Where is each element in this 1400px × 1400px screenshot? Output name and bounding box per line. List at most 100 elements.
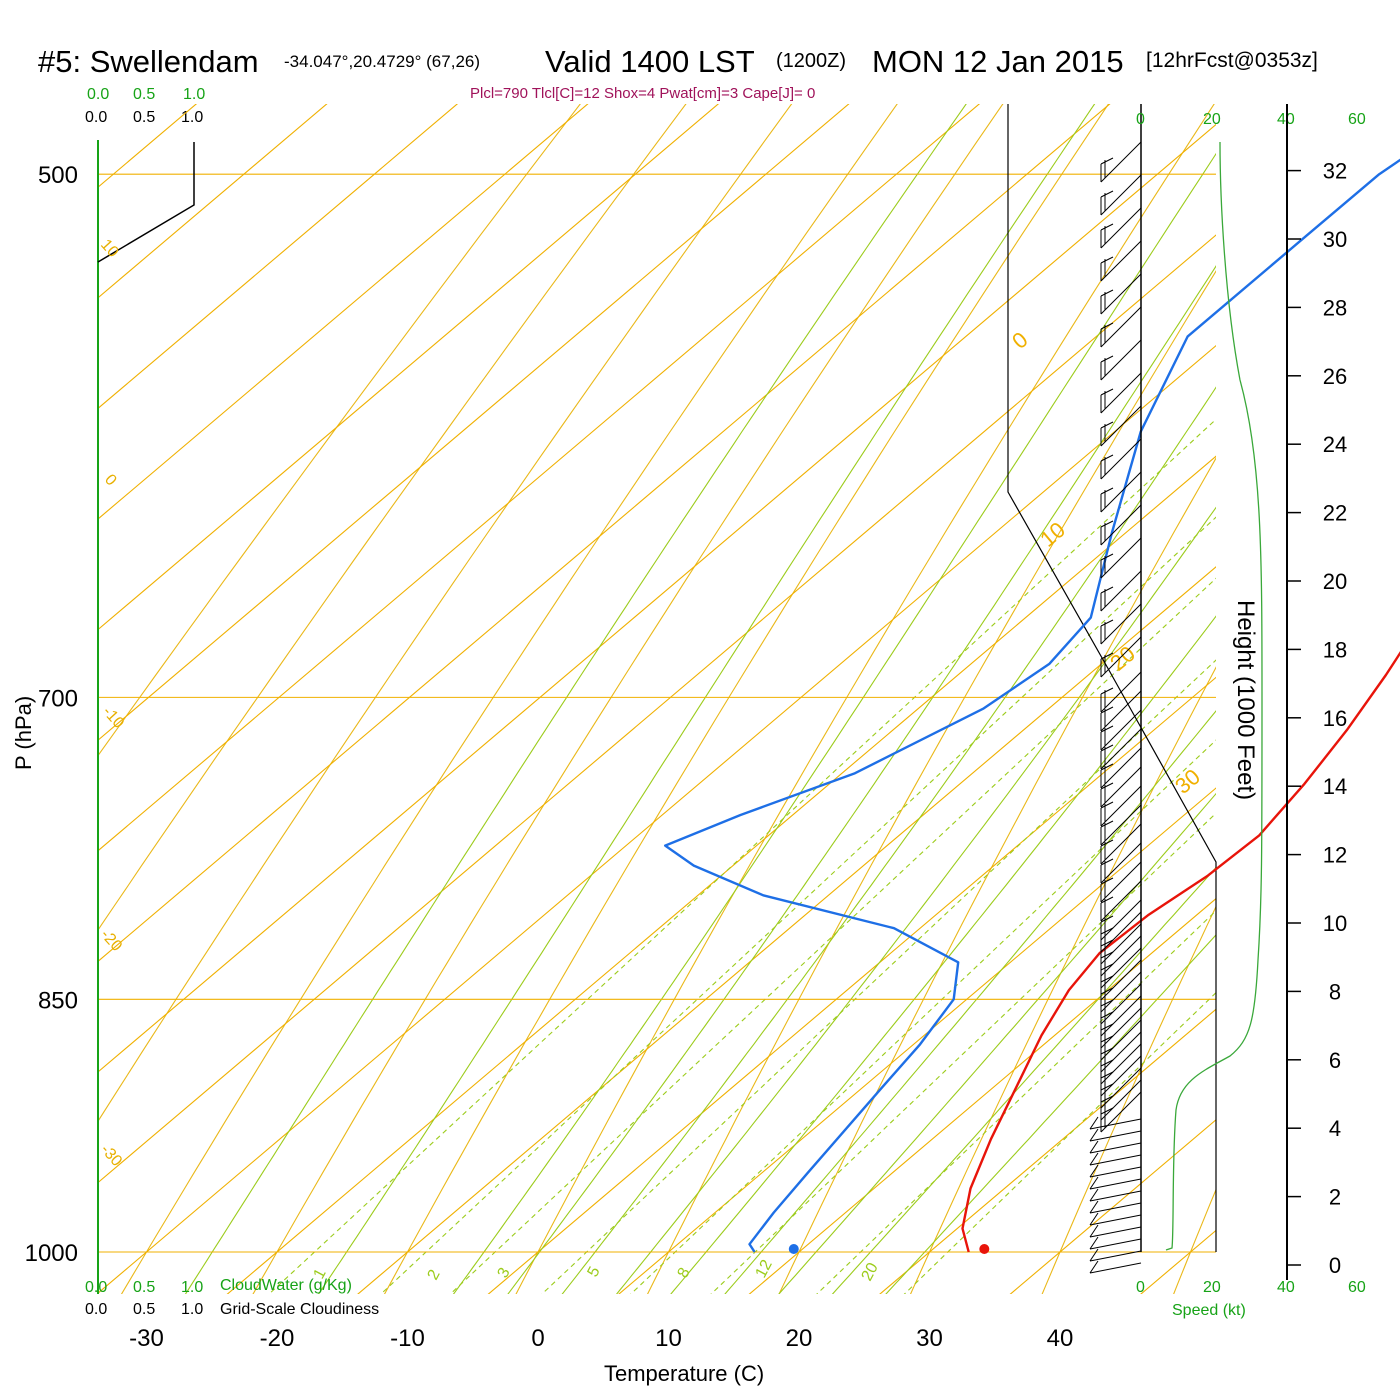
moist-adiabat-20 [724,710,1216,1294]
wind-barb [1100,603,1142,645]
mixing-ratio-30 [903,991,1216,1294]
speed-bottom-60: 60 [1348,1279,1366,1296]
speed-top-20: 20 [1203,111,1221,128]
moist-adiabat-32 [885,934,1216,1294]
wind-barb-flag [1100,1035,1114,1043]
isotherm--30 [98,344,1216,1294]
wind-barb-shaft [1100,995,1142,1037]
wind-barb [1100,372,1142,414]
wind-barb-flag [1089,1152,1099,1166]
wind-barb [1100,709,1142,751]
wind-barb-shaft [1100,728,1142,770]
mixing-ratio-1 [268,418,1216,1294]
dry-adiabat-label--30: -30 [97,1141,125,1170]
moist-adiabat-24 [778,792,1216,1294]
wind-barb [1089,1212,1142,1226]
wind-barb [1100,1007,1142,1049]
wind-barb-flag [1100,1059,1114,1067]
wind-barb-shaft [1100,911,1142,953]
wind-barb-flag [1100,782,1114,790]
top-green-2: 1.0 [183,86,205,103]
wind-barb-flag [1089,1212,1099,1226]
wind-barb-flag [1100,820,1114,828]
top-cloud-scales: 0.0 0.5 1.0 0.0 0.5 1.0 [85,86,205,126]
wind-barb [1100,785,1142,827]
isotherm--20 [226,455,1216,1294]
mixing-ratio-label-8: 8 [675,1265,694,1281]
wind-barb-flag [1100,725,1114,733]
wind-barb-flag [1089,1116,1099,1130]
isotherm-60 [1180,0,1400,1372]
wind-barb-shaft [1089,1118,1142,1130]
height-tick-6: 6 [1329,1048,1341,1073]
wind-barb-shaft [1100,405,1142,447]
isotherm-50 [1140,1229,1216,1294]
speed-top-40: 40 [1277,111,1295,128]
wind-barb-shaft [1100,766,1142,808]
cloudiness-trace [97,142,195,263]
temperature-tick-20: 20 [786,1325,813,1352]
zulu-time: (1200Z) [776,50,846,72]
isotherm-20 [748,897,1216,1294]
valid-time: Valid 1400 LST [545,44,755,79]
wind-barb-flag [1100,987,1114,995]
wind-barb-flag [1089,1164,1099,1178]
dry-adiabat-20 [778,457,1216,1294]
wind-barb [1100,636,1142,678]
isotherm-30 [879,1008,1216,1294]
plot-boundary [1007,104,1217,1252]
wind-barb [1089,1236,1142,1250]
moist-adiabat-4 [507,265,1216,1294]
wind-barb [1089,1176,1142,1190]
wind-barb-shaft [1100,1019,1142,1061]
dry-adiabat-label-10: 10 [97,236,122,261]
wind-barb-flag [1100,896,1114,904]
wind-barb-flag [1100,706,1114,714]
pressure-tick-700: 700 [38,685,78,712]
wind-barb-shaft [1089,1142,1142,1154]
bottom-cloud-scales: 0.0 0.5 1.0 CloudWater (g/Kg) 0.0 0.5 1.… [85,1277,379,1318]
wind-barb-shaft [1100,709,1142,751]
wind-barb-shaft [1100,935,1142,977]
top-black-2: 1.0 [181,109,203,126]
wind-barb-flag [1089,1260,1099,1274]
height-tick-26: 26 [1323,364,1347,389]
mixing-ratio-label-5: 5 [585,1264,604,1280]
moist-adiabat-28 [831,866,1216,1294]
wind-barb-flag [1100,1023,1114,1031]
wind-barb-shaft [1100,690,1142,732]
wind-barb [1100,804,1142,846]
wind-barb [1089,1128,1142,1142]
wind-barb-flag [1100,927,1114,935]
wind-barb-flag [1100,157,1114,165]
wind-barb-flag [1100,256,1114,264]
temperature-tick-10: 10 [655,1325,682,1352]
wind-barb-shaft [1089,1262,1142,1274]
speed-bottom-0: 0 [1136,1279,1145,1296]
isotherm--10 [357,566,1216,1294]
wind-barb-shaft [1100,959,1142,1001]
height-tick-30: 30 [1323,227,1347,252]
temperature-tick--30: -30 [129,1325,164,1352]
wind-barb-flag [1089,1188,1099,1202]
wind-barb-flag [1100,939,1114,947]
height-tick-12: 12 [1323,843,1347,868]
wind-barb-shaft [1089,1178,1142,1190]
wind-barb-flag [1100,801,1114,809]
surface-dewpoint-dot [788,1244,799,1254]
wind-barb-flag [1100,877,1114,885]
wind-barb [1100,405,1142,447]
wind-barb [1100,766,1142,808]
wind-barb-flag [1100,963,1114,971]
wind-barb-shaft [1100,1031,1142,1073]
wind-barb-flag [1100,223,1114,231]
pressure-tick-850: 850 [38,987,78,1014]
